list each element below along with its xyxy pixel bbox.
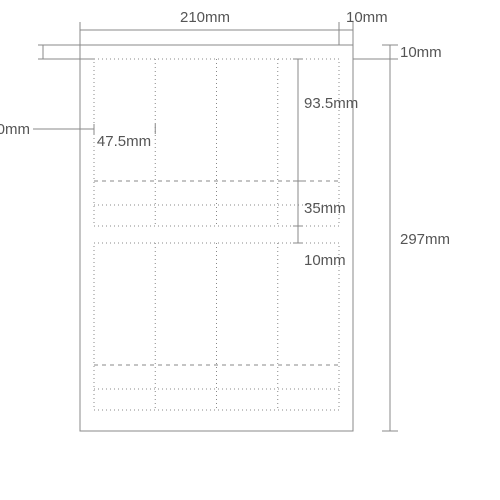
label-right-margin: 10mm <box>400 44 442 61</box>
label-top-total: 210mm <box>180 9 230 26</box>
label-row1-h: 93.5mm <box>304 95 358 112</box>
label-top-margin: 10mm <box>346 9 388 26</box>
template-diagram: 210mm 10mm 10mm 47.5mm 297mm 10mm 93.5mm <box>0 0 500 500</box>
label-col-width: 47.5mm <box>97 133 151 150</box>
panel-2 <box>94 243 339 410</box>
label-panel-gap: 10mm <box>304 252 346 269</box>
label-right-total: 297mm <box>400 231 450 248</box>
label-left-margin: 10mm <box>0 121 30 138</box>
label-gap35: 35mm <box>304 200 346 217</box>
